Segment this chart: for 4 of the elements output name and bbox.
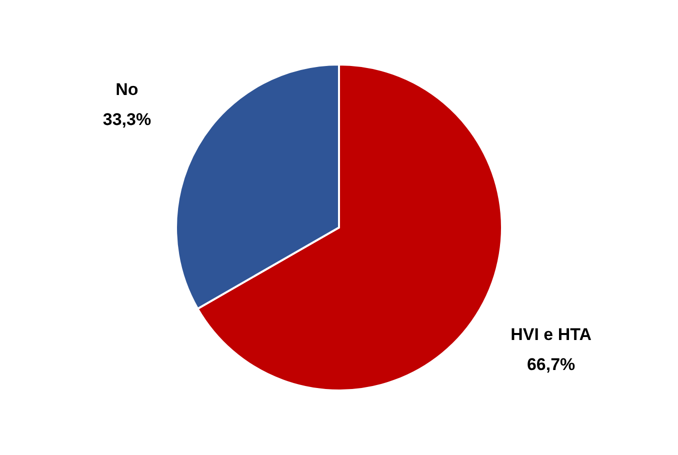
data-label: 66,7%	[526, 355, 576, 374]
data-label: 33,3%	[102, 110, 152, 129]
slice-label: No	[116, 80, 138, 99]
slice-label: HVI e HTA	[510, 325, 592, 344]
